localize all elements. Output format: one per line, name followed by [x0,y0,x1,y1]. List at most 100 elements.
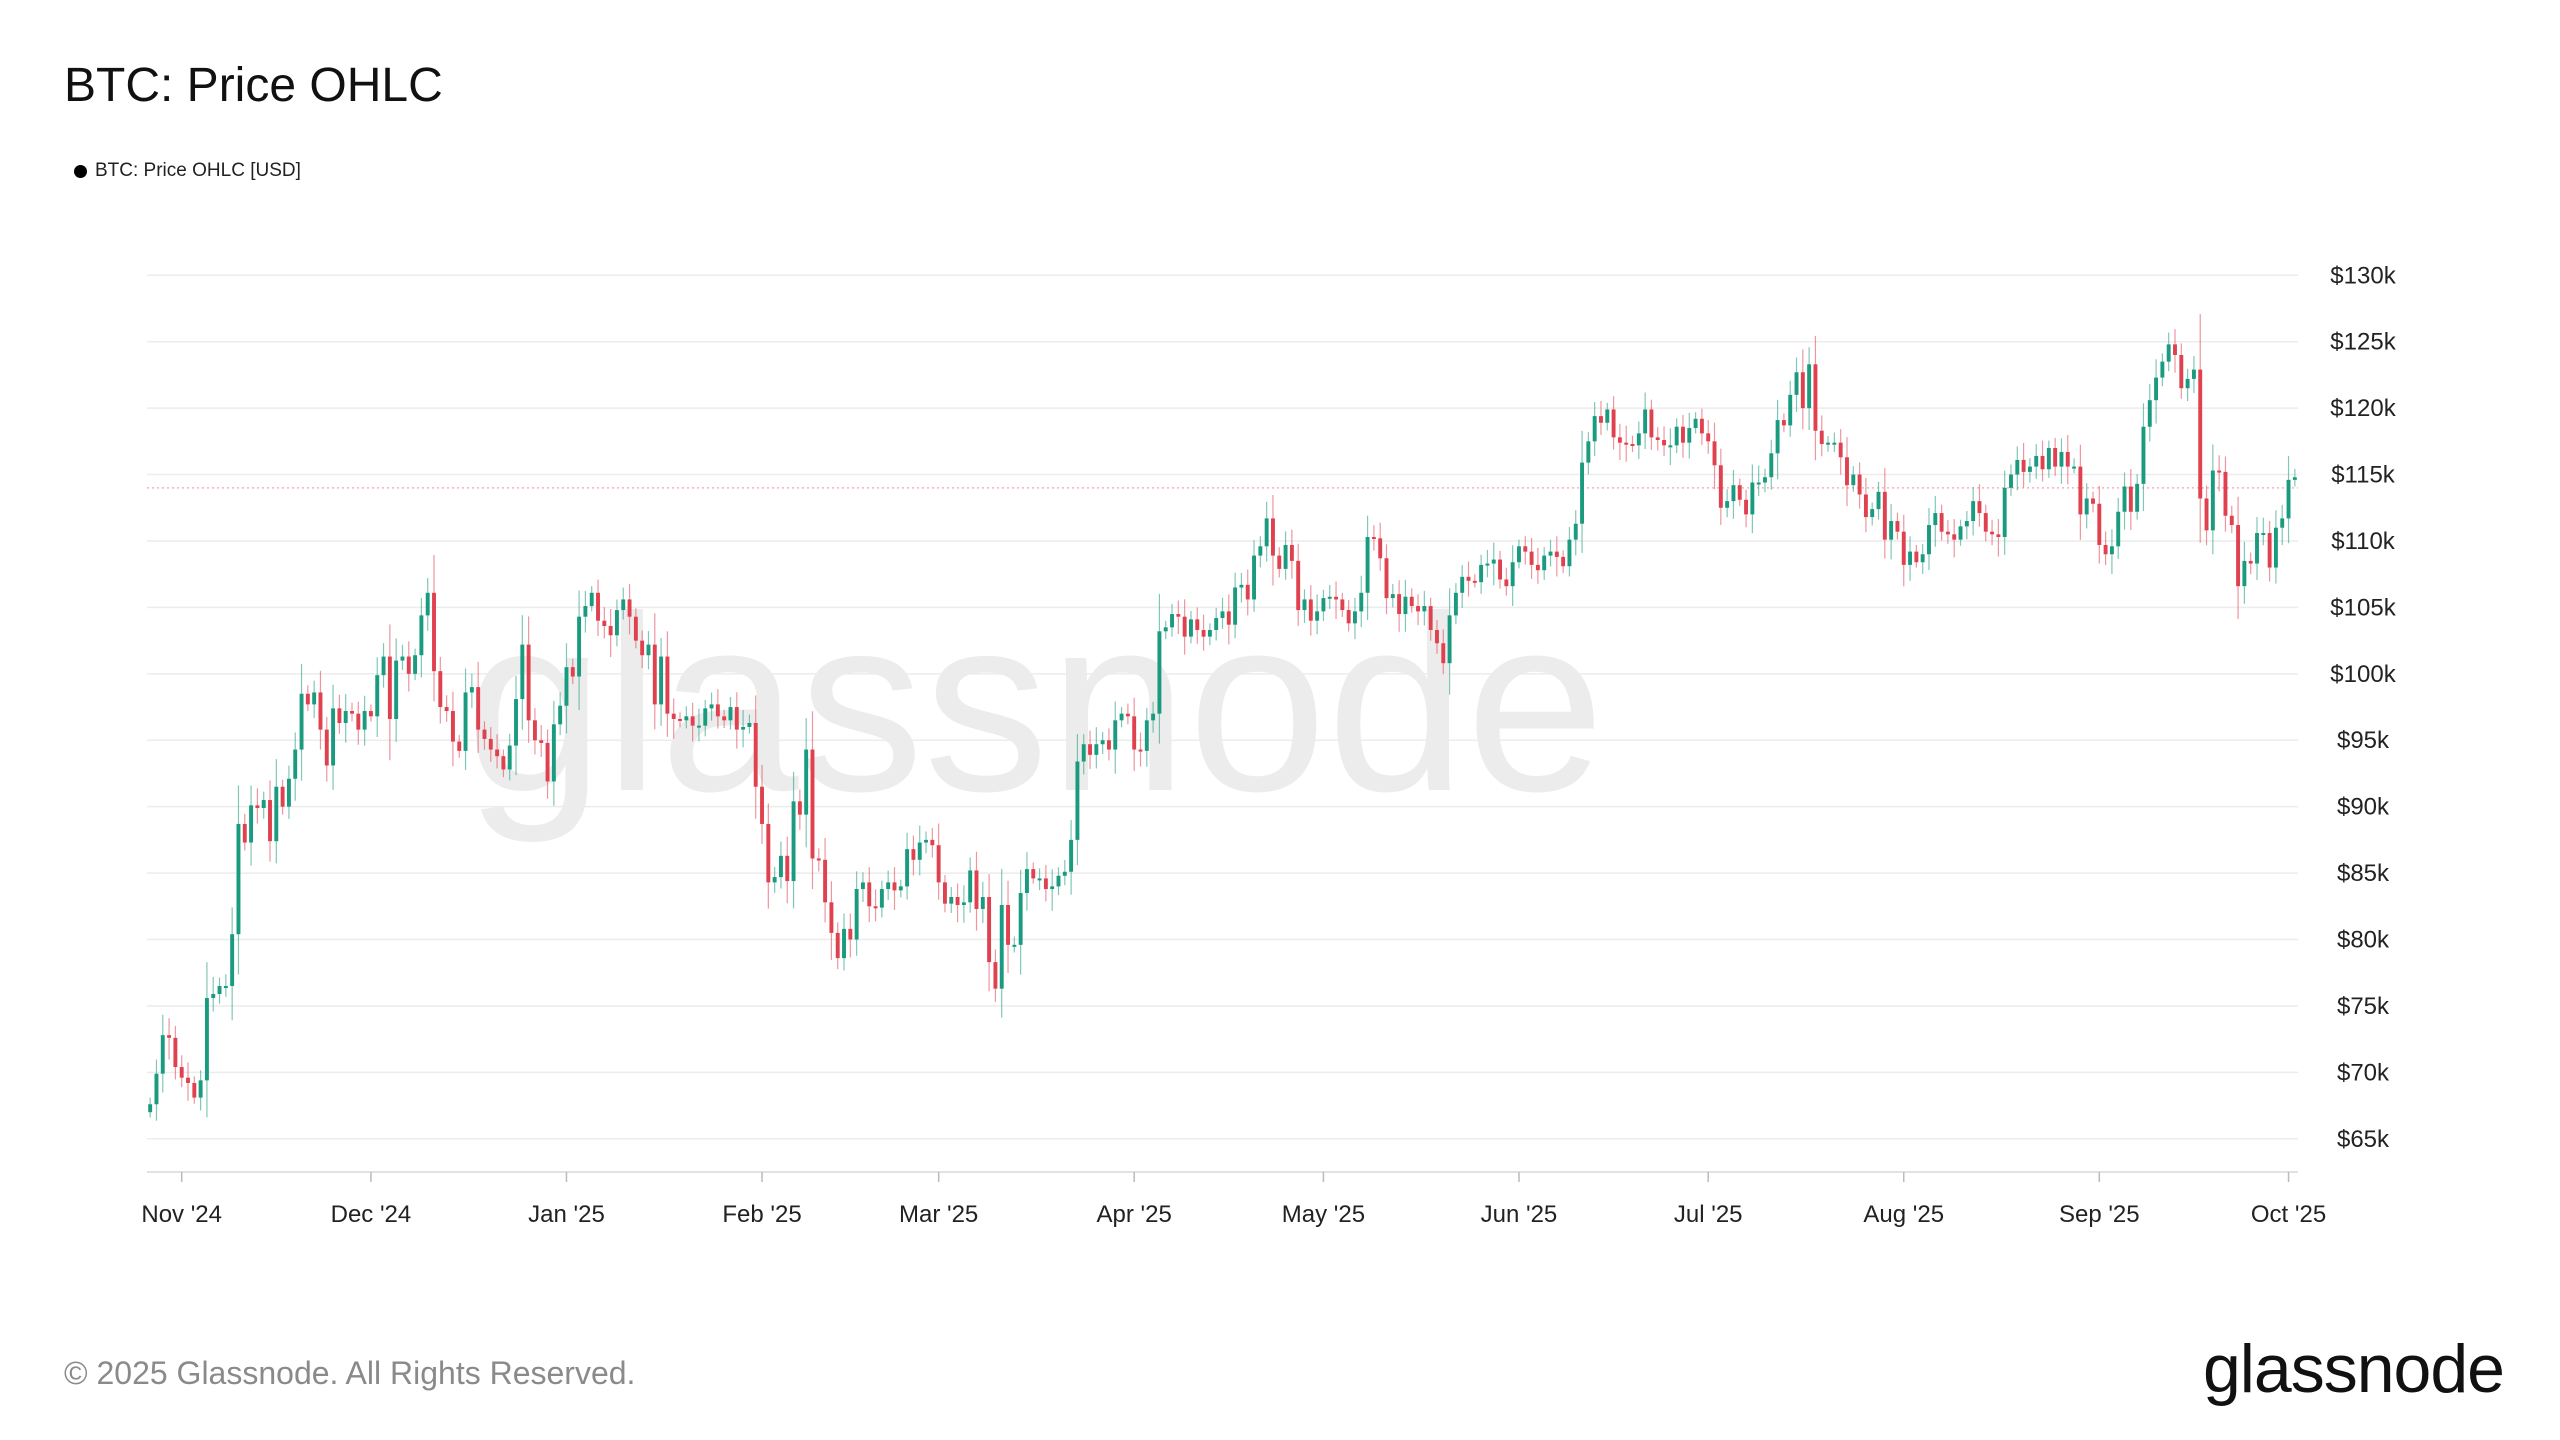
candle-body [993,962,998,989]
candle-body [860,882,865,890]
candle-body [1472,580,1477,583]
candle-body [665,656,670,714]
candle-body [980,897,985,909]
candle-body [532,720,537,741]
candle-body [785,855,790,882]
candle-body [211,993,216,998]
candle-body [886,882,891,890]
candle-body [1226,611,1231,625]
candle-body [1321,598,1326,612]
candle-body [1763,477,1767,483]
candle-body [1498,559,1503,580]
x-tick-label: Feb '25 [722,1201,801,1228]
candle-body [1889,521,1894,540]
candle-body [286,778,291,807]
candle-body [2091,498,2095,504]
candle-body [1340,599,1345,611]
candle-body [766,823,771,883]
candle-body [1504,579,1509,587]
candle-body [621,599,626,611]
candle-body [2217,470,2222,473]
candle-body [564,667,569,706]
candle-body [488,738,493,750]
candle-body [1012,944,1017,947]
candle-body [1441,643,1446,664]
candle-body [1693,418,1698,429]
x-tick-label: Jul '25 [1674,1201,1743,1228]
candle-body [1365,536,1370,593]
candle-body [469,687,474,693]
glassnode-logo[interactable]: glassnode [2202,1331,2505,1407]
candle-body [450,711,455,742]
candle-body [2173,344,2177,355]
candle-body [387,656,392,719]
candle-body [1933,513,1938,526]
candle-body [1037,878,1042,881]
candle-body [570,667,575,677]
candle-body [961,902,966,905]
candle-body [419,615,424,656]
grid-lines [147,274,2298,1140]
candle-body [728,707,733,721]
candle-body [987,897,992,963]
candle-body [2009,474,2013,488]
candle-body [1592,416,1597,442]
candle-body [2160,361,2165,378]
candle-body [1870,509,1875,518]
candle-body [1662,440,1667,446]
candle-body [671,713,676,719]
candle-body [1491,559,1496,564]
candle-body [1800,372,1805,409]
candle-body [2065,451,2070,467]
candle-body [331,708,336,766]
candle-body [1586,441,1591,463]
candle-body [1371,536,1376,539]
candle-body [823,859,828,903]
candle-body [1554,551,1559,557]
candle-body [2097,503,2102,545]
candle-body [1315,611,1320,621]
candle-body [1189,619,1193,637]
candle-body [1170,614,1174,628]
candle-body [514,699,518,746]
candle-body [1069,839,1074,872]
candle-body [167,1035,172,1038]
candle-body [879,889,884,908]
candle-body [198,1080,203,1098]
candle-body [2255,533,2259,564]
candle-body [1939,513,1944,532]
candle-body [2015,459,2020,475]
candle-body [400,656,405,661]
x-axis: Nov '24 Dec '24 Jan '25 Feb '25 Mar '25 Apr '… [141,1171,2326,1228]
candle-body [1100,740,1105,745]
candle-body [148,1104,153,1113]
candle-body [1699,418,1704,434]
candle-body [1737,485,1742,500]
candle-body [583,606,588,617]
candle-body [1043,878,1048,890]
candle-body [602,620,607,626]
candle-body [299,693,304,750]
copyright-text: © 2025 Glassnode. All Rights Reserved. [64,1355,636,1391]
candle-body [1819,430,1824,444]
x-tick-label: Nov '24 [141,1201,222,1228]
candle-body [1838,442,1843,458]
candle-body [2046,447,2051,470]
candle-body [1649,409,1654,438]
candle-body [709,704,714,709]
candle-body [2229,515,2234,526]
candle-body [2242,560,2247,587]
candle-body [2191,369,2196,379]
candle-body [1750,482,1755,515]
candle-body [867,882,872,907]
candle-body [1517,546,1521,563]
y-tick-label: $100k [2330,661,2396,688]
chart-legend[interactable]: BTC: Price OHLC [USD] [74,160,301,182]
candle-body [1794,372,1799,395]
candle-body [2034,455,2039,467]
candle-body [2147,400,2152,427]
candle-body [1573,523,1578,540]
candle-body [432,592,436,672]
candle-body [968,870,973,903]
